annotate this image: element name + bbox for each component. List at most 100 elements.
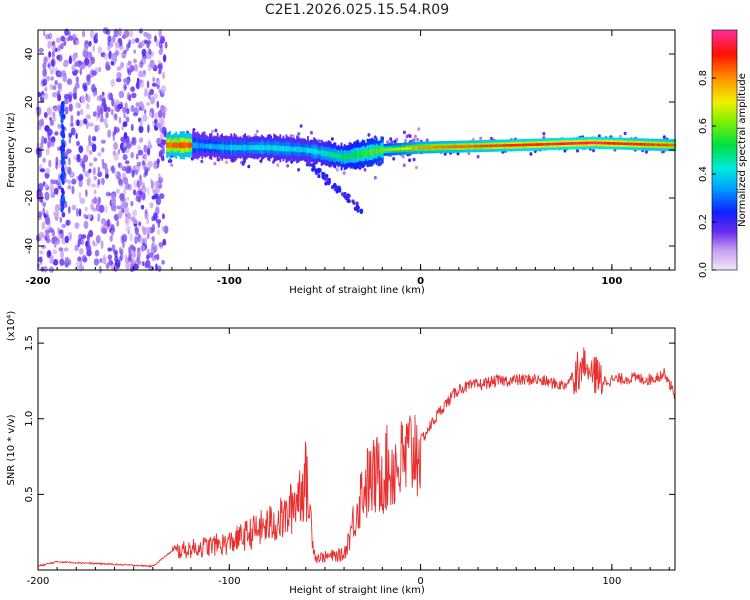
band-core-cell [264, 145, 266, 150]
noise-cell [93, 36, 98, 44]
band-core-cell [250, 145, 253, 150]
band-halo-cell [276, 163, 280, 167]
band-core-cell [179, 142, 182, 149]
streak-cell [62, 158, 66, 165]
noise-cell [146, 248, 150, 254]
band-core-cell [574, 142, 577, 145]
band-core-cell [623, 142, 626, 146]
band-halo-cell [417, 127, 421, 131]
noise-cell [90, 183, 96, 188]
band-core-cell [479, 144, 482, 148]
band-core-cell [288, 146, 291, 152]
band-halo-cell [386, 140, 390, 144]
band-core-cell [274, 145, 277, 151]
band-core-cell [487, 144, 490, 148]
noise-cell [131, 92, 137, 99]
noise-cell [43, 30, 46, 37]
noise-cell [52, 50, 55, 58]
band-core-cell [204, 143, 207, 149]
noise-cell [114, 103, 117, 111]
chart-title: C2E1.2026.025.15.54.R09 [265, 2, 449, 18]
noise-cell [128, 39, 132, 45]
tail-cell [327, 177, 331, 182]
noise-cell [83, 43, 89, 50]
band-core-cell [671, 143, 673, 147]
band-core-cell [326, 151, 329, 157]
noise-cell [107, 106, 111, 113]
band-core-cell [273, 144, 276, 152]
band-core-cell [316, 149, 318, 155]
noise-cell [52, 85, 57, 91]
tail-cell [327, 181, 331, 186]
band-core-cell [415, 146, 418, 150]
band-core-cell [192, 142, 194, 149]
snr-xtick-label: 100 [602, 576, 621, 587]
tail-cell [346, 198, 350, 203]
noise-cell [115, 77, 122, 83]
band-core-cell [559, 142, 562, 146]
colorbar-tick-label: 0.4 [698, 166, 709, 182]
noise-cell [113, 126, 117, 135]
noise-cell [68, 103, 73, 112]
tail-cell [337, 187, 341, 192]
band-core-cell [443, 145, 445, 149]
noise-cell [130, 105, 135, 112]
noise-cell [42, 202, 46, 208]
noise-cell [121, 201, 125, 206]
noise-cell [151, 195, 156, 200]
noise-cell [144, 209, 148, 215]
noise-cell [117, 148, 121, 155]
band-core-cell [297, 146, 300, 153]
band-core-cell [510, 144, 513, 147]
band-core-cell [577, 141, 580, 145]
noise-cell [84, 170, 90, 177]
noise-cell [49, 254, 54, 264]
band-core-cell [516, 143, 519, 147]
band-core-cell [166, 142, 168, 148]
band-core-cell [518, 143, 520, 147]
noise-cell [95, 235, 101, 244]
band-core-cell [314, 148, 317, 155]
tail-cell [343, 191, 347, 196]
band-core-cell [310, 148, 312, 154]
noise-cell [126, 78, 130, 86]
noise-cell [61, 211, 66, 218]
noise-cell [120, 61, 124, 69]
band-core-cell [550, 142, 553, 146]
band-core-cell [181, 142, 184, 149]
noise-cell [62, 61, 68, 68]
band-core-cell [499, 144, 502, 147]
streak-cell [60, 104, 64, 111]
noise-cell [71, 204, 77, 211]
band-core-cell [279, 145, 282, 152]
noise-cell [158, 28, 162, 38]
band-core-cell [507, 144, 510, 147]
noise-cell [101, 177, 105, 186]
noise-cell [73, 53, 78, 60]
noise-cell [130, 123, 134, 132]
band-core-cell [267, 144, 269, 151]
band-core-cell [305, 147, 308, 153]
noise-cell [146, 226, 151, 235]
band-halo-cell [408, 158, 412, 162]
band-halo-cell [489, 136, 493, 141]
band-core-cell [351, 153, 354, 159]
band-core-cell [658, 143, 661, 147]
band-core-cell [349, 153, 352, 159]
noise-cell [133, 189, 136, 196]
colorbar-tick-label: 0.2 [698, 214, 709, 230]
band-core-cell [571, 142, 574, 145]
noise-cell [45, 167, 51, 175]
tail-cell [353, 206, 357, 211]
band-core-cell [606, 141, 609, 145]
noise-cell [119, 255, 122, 262]
noise-cell [38, 47, 44, 54]
noise-cell [49, 83, 53, 91]
noise-cell [61, 70, 67, 77]
band-core-cell [469, 145, 471, 148]
spectrogram-cells [35, 27, 677, 274]
band-core-cell [299, 147, 302, 153]
noise-cell [86, 144, 90, 153]
noise-cell [134, 37, 140, 43]
noise-cell [63, 99, 69, 105]
